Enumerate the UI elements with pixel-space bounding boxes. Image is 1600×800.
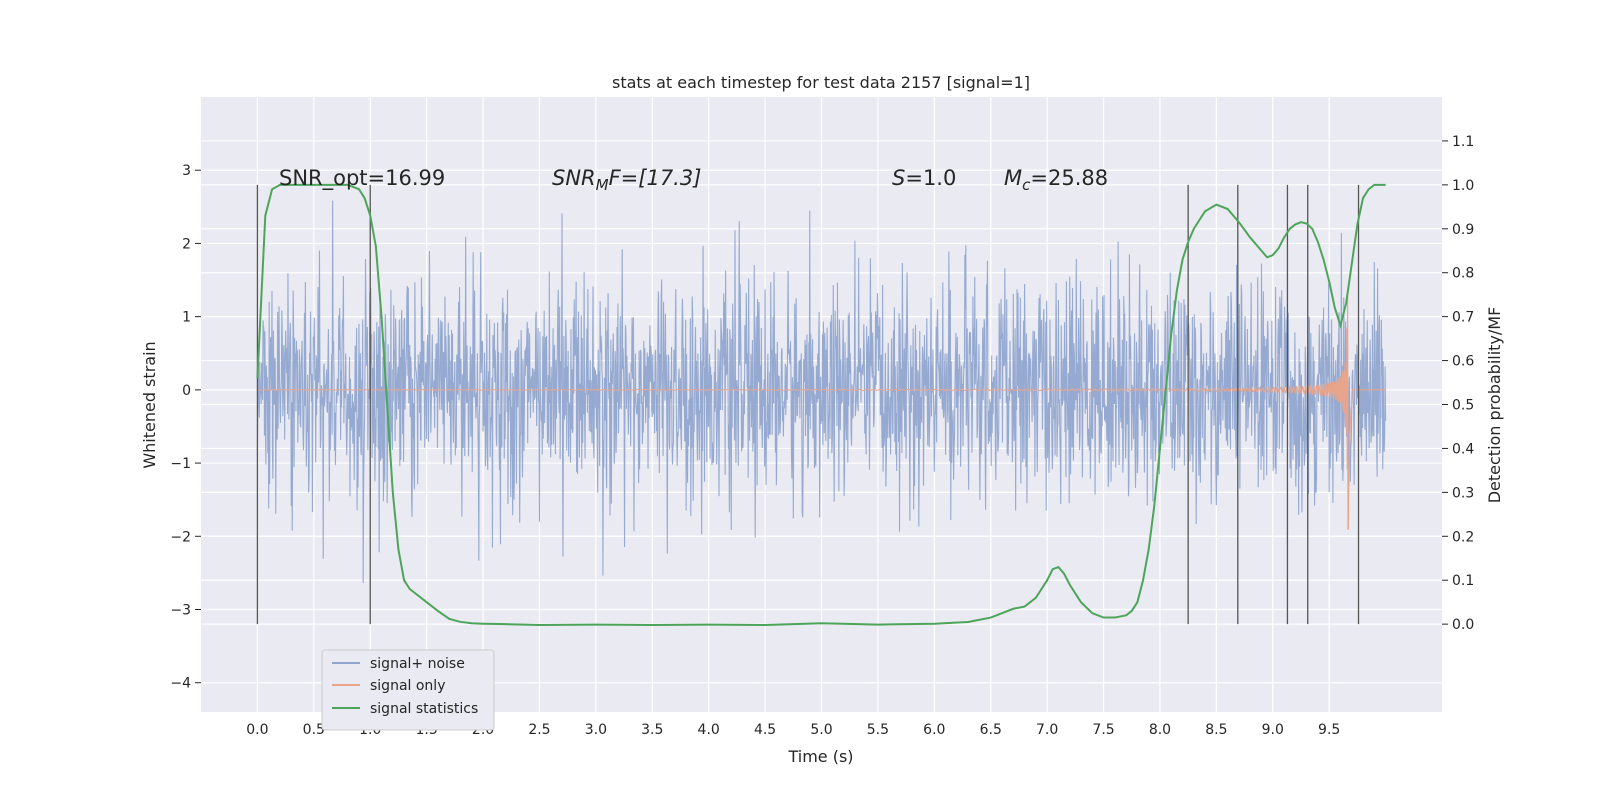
y-tick-label: 0	[182, 383, 191, 399]
y2-tick-label: 0.5	[1452, 398, 1474, 414]
y2-tick-label: 0.6	[1452, 354, 1474, 370]
x-tick-label: 5.5	[867, 722, 889, 738]
legend-label-signal-noise: signal+ noise	[370, 656, 465, 672]
series-line-signal-noise	[256, 200, 1387, 584]
y2-axis-label: Detection probability/MF	[1485, 307, 1504, 504]
annotation-snr-mf-sub: M	[596, 176, 609, 194]
x-tick-label: 6.5	[980, 722, 1002, 738]
annotation-snr-mf: SNRMF=[17.3]	[552, 166, 701, 194]
event-markers	[256, 184, 1360, 625]
x-tick-label: 2.5	[528, 722, 550, 738]
y2-tick-label: 0.9	[1452, 222, 1474, 238]
y2-tick-label: 0.8	[1452, 266, 1474, 282]
annotation-snr-mf-rest: F=[17.3]	[609, 166, 702, 190]
y-tick-label: 1	[182, 310, 191, 326]
x-tick-label: 0.0	[246, 722, 268, 738]
annotation-snr-opt: SNR_opt=16.99	[279, 166, 445, 191]
annotation-mc-var: M	[1004, 166, 1022, 190]
x-tick-label: 4.5	[754, 722, 776, 738]
y2-tick-label: 0.0	[1452, 617, 1474, 633]
chart-title: stats at each timestep for test data 215…	[612, 73, 1030, 92]
y-tick-label: −4	[170, 676, 191, 692]
x-tick-label: 5.0	[810, 722, 832, 738]
series-signal-only	[257, 289, 1386, 530]
y-ticks: −4 −3 −2 −1 0 1 2 3	[170, 163, 201, 692]
series-line-signal-statistics	[256, 183, 1386, 627]
annotation-mc: Mc=25.88	[1004, 166, 1108, 194]
series-signal-statistics	[256, 183, 1386, 627]
x-tick-label: 0.5	[303, 722, 325, 738]
legend-box	[321, 649, 495, 731]
annotation-snr-mf-base: SNR	[552, 166, 596, 190]
x-tick-label: 4.0	[698, 722, 720, 738]
x-tick-label: 8.0	[1149, 722, 1171, 738]
x-tick-label: 9.5	[1318, 722, 1340, 738]
y-tick-label: 3	[182, 163, 191, 179]
annotation-s-var: S	[892, 166, 905, 190]
y2-tick-label: 0.3	[1452, 485, 1474, 501]
series-line-signal-only	[257, 289, 1386, 530]
y-tick-label: −1	[170, 456, 191, 472]
annotation-s-val: =1.0	[905, 166, 956, 190]
annotation-s: S=1.0	[892, 166, 956, 190]
x-tick-label: 7.0	[1036, 722, 1058, 738]
x-tick-label: 9.0	[1262, 722, 1284, 738]
y-tick-label: 2	[182, 236, 191, 252]
x-tick-label: 8.5	[1205, 722, 1227, 738]
x-tick-label: 6.0	[923, 722, 945, 738]
annotation-mc-val: =25.88	[1030, 166, 1108, 190]
x-tick-label: 7.5	[1092, 722, 1114, 738]
y-axis-label: Whitened strain	[140, 341, 159, 468]
y2-tick-label: 0.7	[1452, 310, 1474, 326]
x-axis-label: Time (s)	[787, 747, 853, 766]
legend-label-signal-only: signal only	[370, 678, 445, 694]
x-tick-label: 3.5	[641, 722, 663, 738]
y2-tick-label: 0.2	[1452, 529, 1474, 545]
series-signal-noise	[256, 200, 1387, 584]
y2-tick-label: 0.4	[1452, 441, 1474, 457]
y2-ticks: 0.0 0.1 0.2 0.3 0.4 0.5 0.6 0.7 0.8 0.9 1.0 1.1	[1442, 134, 1474, 633]
y-tick-label: −3	[170, 603, 191, 619]
y2-tick-label: 0.1	[1452, 573, 1474, 589]
y2-tick-label: 1.1	[1452, 134, 1474, 150]
x-tick-label: 3.0	[585, 722, 607, 738]
annotation-mc-sub: c	[1022, 176, 1031, 194]
y-tick-label: −2	[170, 529, 191, 545]
legend-label-signal-statistics: signal statistics	[370, 701, 478, 717]
y2-tick-label: 1.0	[1452, 178, 1474, 194]
legend: signal+ noise signal only signal statist…	[321, 649, 495, 731]
